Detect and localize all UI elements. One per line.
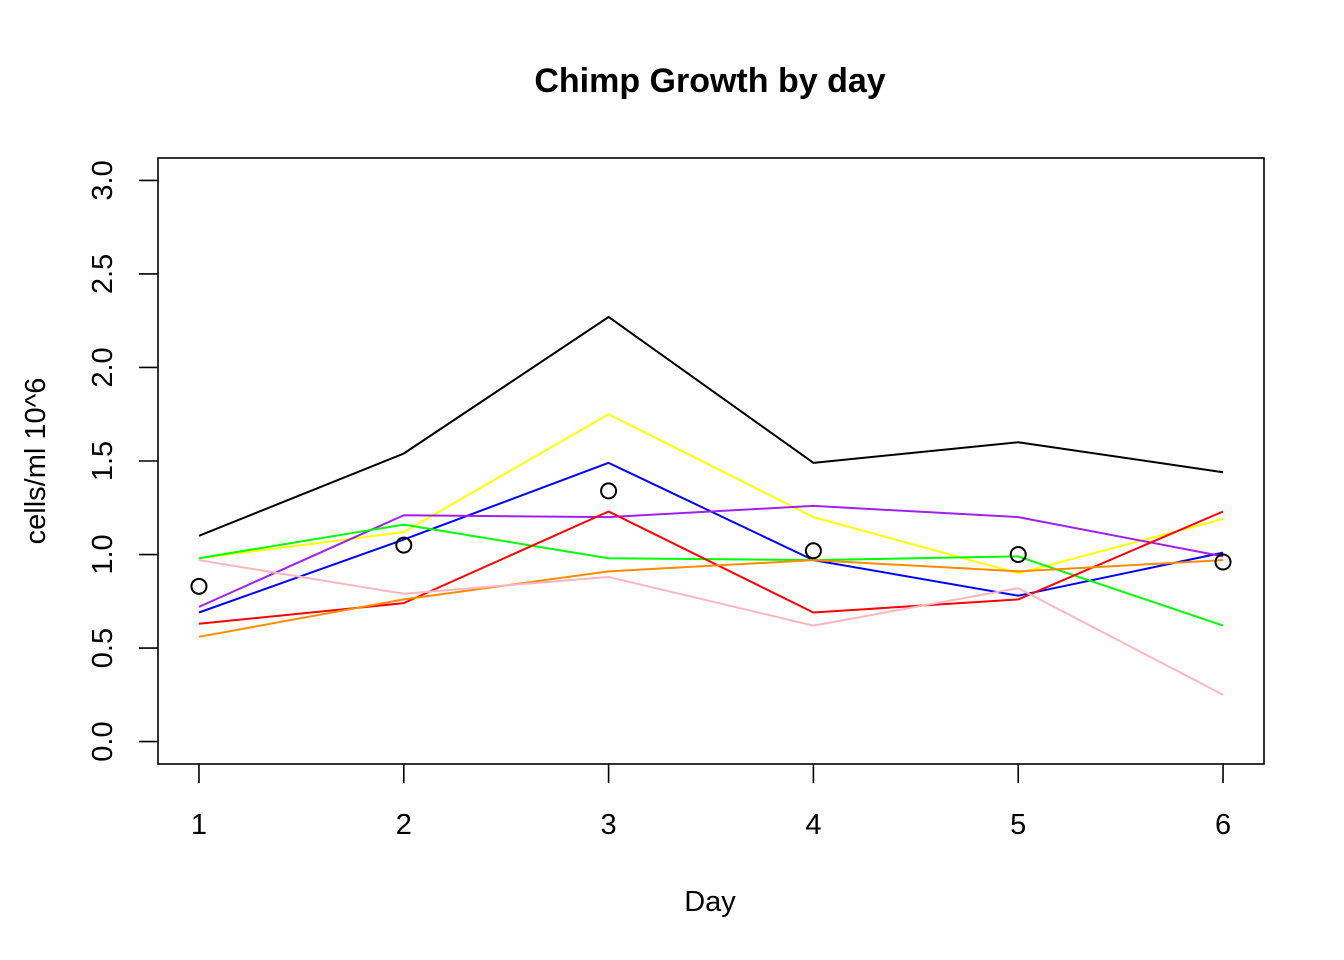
data-point-day-6 [1214, 553, 1232, 571]
y-axis-label: cells/ml 10^6 [20, 378, 52, 545]
x-axis-label: Day [684, 886, 736, 918]
data-point-day-3 [600, 482, 618, 500]
y-tick-label-2.0: 2.0 [87, 347, 119, 387]
data-point-day-4 [804, 542, 822, 560]
x-tick-label-5: 5 [1010, 809, 1026, 841]
x-tick-label-3: 3 [601, 809, 617, 841]
x-tick-label-6: 6 [1215, 809, 1231, 841]
data-point-day-1 [190, 577, 208, 595]
x-tick-label-1: 1 [191, 809, 207, 841]
plot-frame [157, 157, 1265, 765]
series-line-1 [198, 315, 1224, 537]
chart-title: Chimp Growth by day [534, 62, 885, 100]
series-line-5 [198, 523, 1224, 627]
series-line-2 [198, 413, 1224, 575]
y-tick-label-2.5: 2.5 [87, 254, 119, 294]
y-tick-label-1.5: 1.5 [87, 441, 119, 481]
y-tick-label-3.0: 3.0 [87, 160, 119, 200]
series-line-8 [198, 559, 1224, 696]
data-point-day-5 [1009, 546, 1027, 564]
y-tick-label-1.0: 1.0 [87, 534, 119, 574]
x-tick-label-4: 4 [805, 809, 821, 841]
y-tick-label-0.0: 0.0 [87, 721, 119, 761]
series-line-4 [198, 504, 1224, 608]
data-point-day-2 [395, 536, 413, 554]
y-axis: 0.0 0.5 1.0 1.5 2.0 2.5 3.0 [87, 160, 158, 762]
x-tick-label-2: 2 [396, 809, 412, 841]
series-layer [198, 315, 1224, 696]
series-line-7 [198, 559, 1224, 638]
points-layer [190, 482, 1232, 595]
y-tick-label-0.5: 0.5 [87, 628, 119, 668]
x-axis: 1 2 3 4 5 6 [191, 764, 1231, 841]
